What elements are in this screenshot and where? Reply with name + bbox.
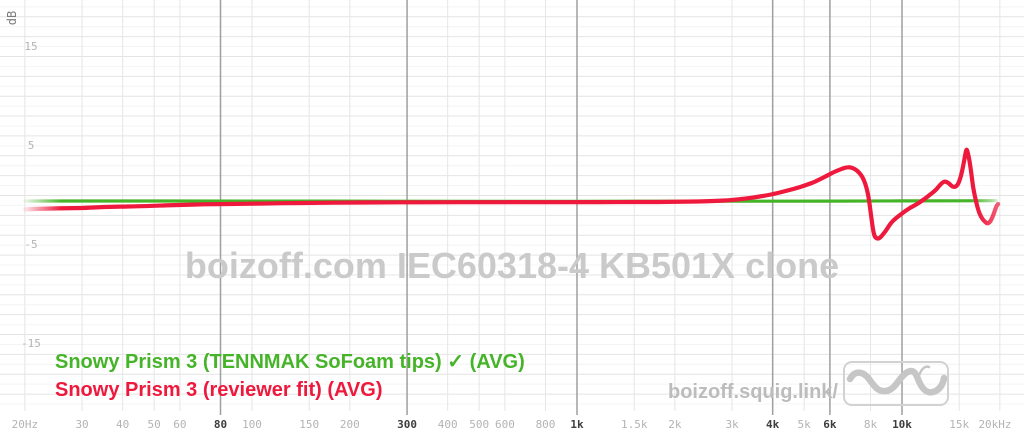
logo-squiggle-wave xyxy=(846,367,948,396)
x-tick-label: 150 xyxy=(299,418,320,431)
watermark: boizoff.com IEC60318-4 KB501X clone xyxy=(184,245,840,286)
squig-logo[interactable] xyxy=(842,360,950,408)
x-tick-label: 100 xyxy=(242,418,262,431)
legend-item-reviewer-fit[interactable]: Snowy Prism 3 (reviewer fit) (AVG) xyxy=(55,379,383,401)
logo-squiggle-flick xyxy=(916,365,931,381)
x-tick-label: 30 xyxy=(75,418,89,431)
x-tick-label: 20kHz xyxy=(978,418,1012,431)
x-tick-label: 60 xyxy=(173,418,187,431)
x-tick-label: 80 xyxy=(213,418,228,431)
x-tick-label: 15k xyxy=(949,418,970,431)
x-tick-label: 40 xyxy=(116,418,130,431)
logo-frame xyxy=(843,361,949,406)
y-tick-label: 15 xyxy=(24,39,38,53)
y-tick-label: -5 xyxy=(24,238,38,252)
x-tick-label: 800 xyxy=(535,418,556,431)
site-link[interactable]: boizoff.squig.link/ xyxy=(668,381,838,403)
x-tick-label: 600 xyxy=(494,418,515,431)
x-tick-label: 5k xyxy=(797,418,811,431)
legend-item-sofoam-tips[interactable]: Snowy Prism 3 (TENNMAK SoFoam tips) ✓ (A… xyxy=(55,351,525,373)
x-tick-label: 20Hz xyxy=(11,418,39,431)
x-tick-label: 10k xyxy=(892,418,912,431)
legend: Snowy Prism 3 (TENNMAK SoFoam tips) ✓ (A… xyxy=(55,348,525,404)
x-tick-label: 50 xyxy=(147,418,161,431)
x-tick-label: 3k xyxy=(725,418,739,431)
x-tick-label: 400 xyxy=(437,418,458,431)
x-tick-label: 200 xyxy=(339,418,360,431)
curve-reviewer-fit xyxy=(22,147,1001,241)
x-tick-label: 2k xyxy=(668,418,682,431)
y-tick-label: 5 xyxy=(27,138,35,152)
x-tick-label: 4k xyxy=(766,418,780,431)
y-axis-unit-label: dB xyxy=(5,10,19,26)
x-tick-label: 500 xyxy=(469,418,490,431)
y-tick-label: -15 xyxy=(21,337,41,351)
x-tick-label: 300 xyxy=(397,418,417,431)
x-tick-label: 1k xyxy=(570,418,584,431)
x-tick-label: 8k xyxy=(863,418,878,431)
x-tick-label: 6k xyxy=(823,418,837,431)
x-tick-label: 1.5k xyxy=(620,418,648,431)
